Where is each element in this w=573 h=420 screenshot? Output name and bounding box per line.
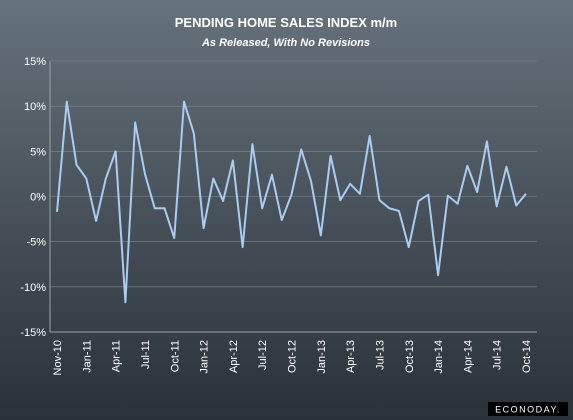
- x-tick-label: Jul-14: [492, 340, 504, 370]
- y-tick-label: 0%: [30, 192, 46, 204]
- x-tick-label: Jan-13: [316, 340, 328, 374]
- logo-box: [488, 402, 568, 416]
- x-tick-label: Jul-12: [257, 340, 269, 370]
- x-tick-label: Jul-11: [140, 340, 152, 369]
- x-tick-label: Oct-14: [521, 340, 533, 373]
- x-tick-label: Jan-11: [81, 340, 93, 373]
- x-tick-label: Jan-12: [199, 340, 211, 374]
- x-tick-label: Oct-11: [169, 340, 181, 372]
- x-tick-label: Apr-14: [462, 340, 474, 373]
- y-tick-label: -10%: [20, 282, 46, 294]
- x-tick-label: Oct-13: [404, 340, 416, 373]
- y-tick-label: -15%: [20, 327, 46, 339]
- logo: ECONODAY.: [495, 405, 561, 415]
- y-tick-label: 10%: [24, 101, 46, 113]
- x-tick-label: Jul-13: [374, 340, 386, 370]
- y-tick-label: -5%: [26, 237, 46, 249]
- x-tick-label: Nov-10: [52, 340, 64, 375]
- x-tick-label: Oct-12: [287, 340, 299, 373]
- line-series: [56, 100, 527, 304]
- chart-subtitle: As Released, With No Revisions: [201, 37, 370, 49]
- x-tick-label: Apr-13: [345, 340, 357, 373]
- x-tick-label: Apr-12: [228, 340, 240, 373]
- chart-title: PENDING HOME SALES INDEX m/m: [175, 15, 397, 30]
- x-tick-label: Jan-14: [433, 340, 445, 374]
- y-tick-label: 15%: [24, 56, 46, 68]
- x-tick-label: Apr-11: [111, 340, 123, 372]
- y-tick-label: 5%: [30, 146, 46, 158]
